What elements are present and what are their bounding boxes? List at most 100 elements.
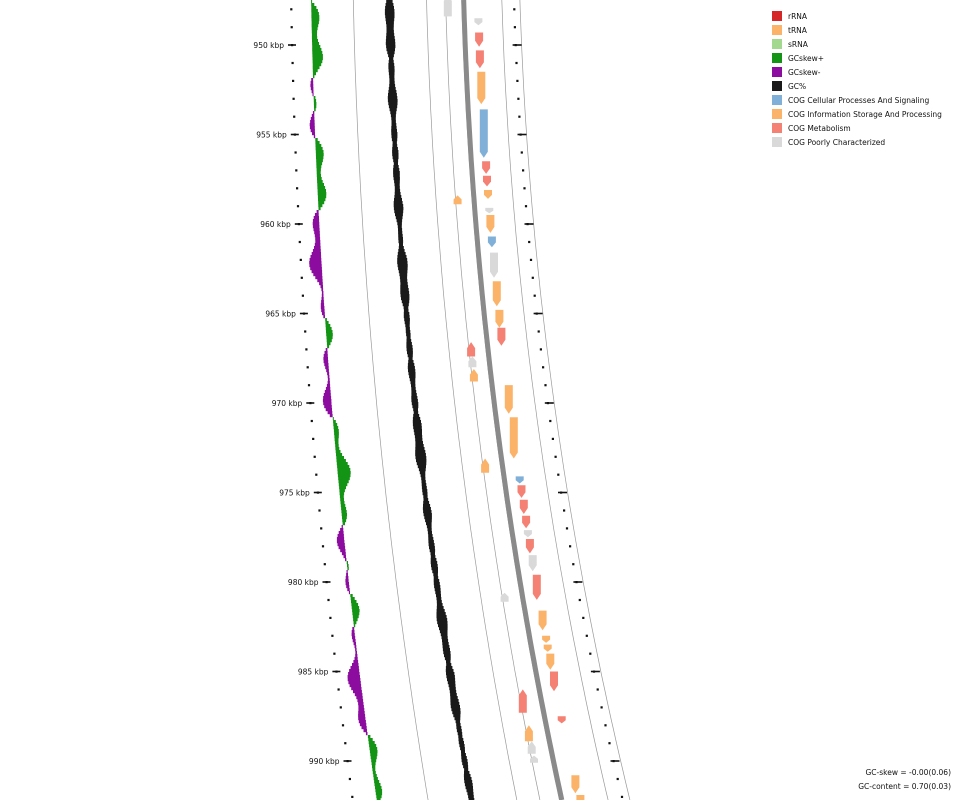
ruler-tick-label: 970 kbp bbox=[272, 399, 303, 408]
gc-skew-bar bbox=[309, 258, 322, 262]
gc-skew-bar bbox=[311, 9, 318, 13]
gc-content-bar bbox=[400, 291, 410, 295]
gc-content-bar bbox=[456, 729, 462, 733]
gc-content-bar bbox=[388, 72, 395, 76]
ring-outline bbox=[352, 0, 429, 800]
legend-item: COG Poorly Characterized bbox=[772, 135, 942, 149]
gc-skew-bar bbox=[358, 711, 365, 715]
ruler-minor-tick bbox=[292, 97, 295, 100]
gc-content-bar bbox=[400, 285, 409, 289]
gc-skew-bar bbox=[312, 66, 320, 70]
legend-swatch bbox=[772, 25, 782, 35]
gc-skew-bar bbox=[351, 630, 355, 634]
ruler-minor-tick bbox=[306, 366, 309, 369]
ruler-minor-tick bbox=[596, 688, 599, 691]
gc-skew-bar bbox=[346, 585, 350, 589]
gc-content-bar bbox=[392, 144, 398, 148]
gc-content-bar bbox=[394, 210, 404, 214]
gc-skew-bar bbox=[374, 780, 380, 784]
gc-content-bar bbox=[450, 702, 460, 706]
gc-content-bar bbox=[406, 348, 413, 352]
gc-skew-bar bbox=[337, 543, 345, 547]
legend-label: GCskew- bbox=[788, 67, 821, 77]
gc-skew-bar bbox=[334, 441, 339, 445]
gc-content-stat: GC-content = 0.70(0.03) bbox=[858, 782, 951, 791]
gc-skew-bar bbox=[353, 642, 356, 646]
gc-skew-bar bbox=[338, 546, 346, 550]
gc-content-bar bbox=[448, 684, 456, 688]
gc-skew-bar bbox=[338, 531, 344, 535]
cds-feature bbox=[538, 610, 547, 631]
ruler-minor-tick bbox=[533, 294, 536, 297]
gc-content-bar bbox=[449, 687, 456, 691]
gc-content-bar bbox=[386, 45, 396, 49]
gc-content-bar bbox=[453, 714, 461, 718]
cds-feature bbox=[490, 252, 498, 278]
cds-feature bbox=[474, 18, 483, 26]
cds-feature bbox=[571, 775, 580, 794]
gc-skew-bar bbox=[323, 396, 332, 400]
gc-skew-bar bbox=[333, 426, 339, 430]
gc-skew-bar bbox=[375, 786, 382, 790]
gc-content-bar bbox=[394, 189, 401, 193]
legend-label: tRNA bbox=[788, 25, 807, 35]
gc-skew-bar bbox=[315, 144, 322, 148]
gc-content-bar bbox=[392, 147, 398, 151]
ruler-minor-tick bbox=[296, 205, 300, 208]
gc-skew-bar bbox=[335, 444, 339, 448]
gc-skew-bar bbox=[351, 687, 362, 691]
gc-skew-bar bbox=[352, 663, 359, 667]
ruler-minor-tick bbox=[529, 258, 533, 261]
ruler-minor-tick bbox=[344, 742, 347, 745]
gc-skew-bar bbox=[350, 594, 353, 598]
gc-content-bar bbox=[388, 90, 397, 94]
gc-skew-bar bbox=[335, 447, 340, 451]
gc-content-bar bbox=[425, 519, 432, 523]
gc-content-bar bbox=[436, 606, 444, 610]
gc-content-bar bbox=[407, 351, 413, 355]
gc-skew-bar bbox=[310, 84, 314, 88]
gc-skew-bar bbox=[337, 465, 350, 469]
gc-content-bar bbox=[388, 60, 394, 64]
gc-content-bar bbox=[386, 27, 394, 31]
gc-skew-bar bbox=[310, 129, 315, 133]
gc-skew-bar bbox=[316, 165, 322, 169]
gc-skew-bar bbox=[336, 540, 345, 544]
gc-skew-bar bbox=[371, 759, 377, 763]
gc-content-bar bbox=[452, 711, 461, 715]
gc-content-bar bbox=[445, 666, 453, 670]
gc-skew-bar bbox=[312, 225, 320, 229]
gc-skew-bar bbox=[341, 507, 347, 511]
gc-skew-bar bbox=[312, 39, 318, 43]
ruler-minor-tick bbox=[337, 688, 340, 691]
cds-feature bbox=[468, 356, 477, 368]
legend-label: COG Cellular Processes And Signaling bbox=[788, 95, 930, 105]
gc-skew-bar bbox=[315, 240, 321, 244]
gc-content-bar bbox=[385, 6, 394, 10]
gc-content-bar bbox=[398, 267, 408, 271]
gc-content-bar bbox=[386, 33, 395, 37]
gc-skew-bar bbox=[340, 528, 344, 532]
gc-content-bar bbox=[458, 735, 463, 739]
gc-content-bar bbox=[391, 129, 397, 133]
gc-content-bar bbox=[428, 534, 433, 538]
gc-content-bar bbox=[398, 249, 405, 253]
gc-content-bar bbox=[403, 306, 409, 310]
ring-outline bbox=[501, 0, 609, 800]
gc-content-bar bbox=[391, 138, 398, 142]
gc-skew-bar bbox=[351, 600, 357, 604]
gc-skew-bar bbox=[369, 750, 378, 754]
gc-content-bar bbox=[415, 450, 426, 454]
gc-skew-bar bbox=[312, 222, 320, 226]
cds-feature bbox=[475, 32, 484, 47]
gc-content-bar bbox=[422, 492, 428, 496]
gc-content-bar bbox=[403, 309, 409, 313]
gc-skew-bar bbox=[322, 399, 332, 403]
gc-skew-bar bbox=[352, 609, 360, 613]
gc-content-bar bbox=[442, 645, 450, 649]
gc-skew-bar bbox=[334, 435, 339, 439]
gc-skew-bar bbox=[323, 315, 325, 319]
gc-content-bar bbox=[456, 726, 462, 730]
legend-swatch bbox=[772, 81, 782, 91]
cds-feature bbox=[528, 555, 537, 572]
